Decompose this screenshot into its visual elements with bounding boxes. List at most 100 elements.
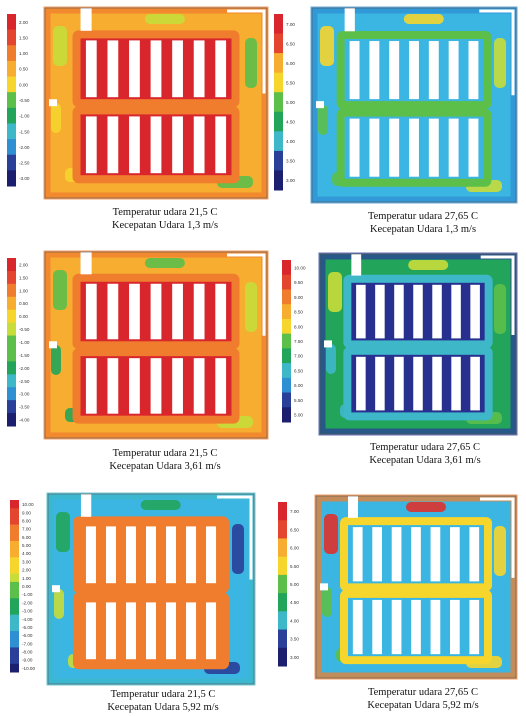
caption-6-temperature: Temperatur udara 27,65 C xyxy=(367,687,479,698)
scale-swatch xyxy=(10,639,19,648)
scale-swatch xyxy=(10,647,19,657)
scale-label: -2.00 xyxy=(22,600,33,605)
contour-patch xyxy=(328,272,342,312)
caption-5-velocity: Kecepatan Udara 5,92 m/s xyxy=(107,702,219,713)
shelf-obstacle xyxy=(150,283,162,340)
scale-swatch xyxy=(7,258,16,272)
scale-swatch xyxy=(10,663,19,673)
scale-label: 8.00 xyxy=(22,518,31,523)
shelf-obstacle xyxy=(129,283,140,340)
plot-frame xyxy=(315,495,517,679)
scale-label: 5.00 xyxy=(290,582,299,587)
scale-label: 4.00 xyxy=(286,139,295,144)
shelf-obstacle xyxy=(85,526,96,584)
small-obstacle xyxy=(324,340,332,348)
scale-label: 0.00 xyxy=(19,82,28,87)
scale-label: -7.00 xyxy=(22,641,33,646)
scale-label: -3.00 xyxy=(19,392,30,397)
shelf-obstacle xyxy=(107,116,119,174)
scale-swatch xyxy=(278,556,287,576)
scale-label: 3.50 xyxy=(286,159,295,164)
scale-label: 4.50 xyxy=(290,600,299,605)
shelf-obstacle xyxy=(125,602,136,660)
scale-label: -3.00 xyxy=(22,609,33,614)
shelf-obstacle xyxy=(375,356,385,411)
scale-label: 4.00 xyxy=(290,618,299,623)
shelf-obstacle xyxy=(215,40,227,98)
scale-swatch xyxy=(10,532,19,542)
small-obstacle xyxy=(316,101,324,109)
shelf-obstacle xyxy=(428,118,439,177)
boundary-wall xyxy=(479,9,515,96)
caption-6-velocity: Kecepatan Udara 5,92 m/s xyxy=(367,700,479,711)
contour-panel-4: 10.00 9.50 9.00 8.50 8.00 7.50 7.00 6.50 6.00 5.5… xyxy=(280,250,520,440)
scale-label: -5.00 xyxy=(22,625,33,630)
scale-swatch xyxy=(7,123,16,140)
scale-label: 5.50 xyxy=(286,80,295,85)
contour-patch xyxy=(408,260,449,270)
contour-patch xyxy=(494,284,506,334)
shelf-obstacle xyxy=(448,118,459,177)
scale-swatch xyxy=(7,60,16,78)
contour-patch xyxy=(320,26,334,66)
contour-panel-2: 7.00 6.50 6.00 5.50 5.00 4.50 4.00 3.50 3.00 xyxy=(272,4,520,208)
shelf-obstacle xyxy=(413,356,423,411)
shelf-obstacle xyxy=(193,116,205,174)
scale-label: 9.00 xyxy=(294,295,303,300)
scale-swatch xyxy=(10,581,19,591)
scale-label: -1.00 xyxy=(19,340,30,345)
scale-label: 5.50 xyxy=(290,564,299,569)
scale-label: 1.00 xyxy=(19,51,28,56)
scale-swatch xyxy=(7,413,16,427)
inlet-wall xyxy=(351,254,362,276)
contour-patch xyxy=(326,344,336,374)
scale-label: 0.00 xyxy=(22,584,31,589)
shelf-obstacle xyxy=(172,40,183,98)
scale-swatch xyxy=(274,72,283,93)
scale-label: -0.50 xyxy=(19,98,30,103)
scale-swatch xyxy=(10,565,19,575)
small-obstacle xyxy=(49,341,57,349)
contour-panel-6: 7.00 6.50 6.00 5.50 5.00 4.50 4.00 3.50 3.00 xyxy=(276,492,520,684)
shelf-obstacle xyxy=(428,41,439,100)
scale-swatch xyxy=(7,283,16,298)
shelf-obstacle xyxy=(85,358,97,414)
edge-band xyxy=(314,494,518,680)
scale-label: 10.00 xyxy=(294,265,306,270)
scale-label: 5.50 xyxy=(294,398,303,403)
scale-label: -9.00 xyxy=(22,658,33,663)
contour-panel-1: 2.00 1.50 1.00 0.50 0.00 -0.50 -1.00 -1.50 -2.00… xyxy=(5,4,271,204)
shelf-obstacle xyxy=(352,527,363,582)
shelf-obstacle xyxy=(107,283,119,340)
scale-swatch xyxy=(10,655,19,665)
scale-swatch xyxy=(10,614,19,624)
plot-area-1 xyxy=(43,6,269,200)
shelf-obstacle xyxy=(85,602,96,660)
inlet-wall xyxy=(80,252,92,275)
contour-patch xyxy=(144,14,185,24)
shelf-obstacle xyxy=(468,118,479,177)
scale-label: 7.00 xyxy=(290,509,299,514)
scale-label: 3.00 xyxy=(290,655,299,660)
contour-plot-2: 7.00 6.50 6.00 5.50 5.00 4.50 4.00 3.50 3.00 xyxy=(274,6,518,204)
scale-swatch xyxy=(274,170,283,191)
scale-swatch xyxy=(10,606,19,616)
scale-label: 3.50 xyxy=(290,637,299,642)
scale-swatch xyxy=(10,540,19,550)
shelf-obstacle xyxy=(105,602,116,660)
scale-label: -8.00 xyxy=(22,650,33,655)
shelf-obstacle xyxy=(450,527,460,582)
scale-swatch xyxy=(7,139,16,156)
scale-label: 4.50 xyxy=(286,120,295,125)
caption-4-velocity: Kecepatan Udara 3,61 m/s xyxy=(369,455,481,466)
scale-swatch xyxy=(10,590,19,599)
shelf-obstacle xyxy=(352,599,363,655)
shelf-obstacle xyxy=(356,356,366,411)
scale-swatch xyxy=(10,598,19,607)
scale-label: 6.50 xyxy=(286,41,295,46)
shelf-obstacle xyxy=(215,358,227,414)
scale-label: 1.50 xyxy=(19,35,28,40)
shelf-obstacle xyxy=(186,526,197,584)
scale-label: 0.50 xyxy=(19,67,28,72)
scale-swatch xyxy=(278,611,287,631)
